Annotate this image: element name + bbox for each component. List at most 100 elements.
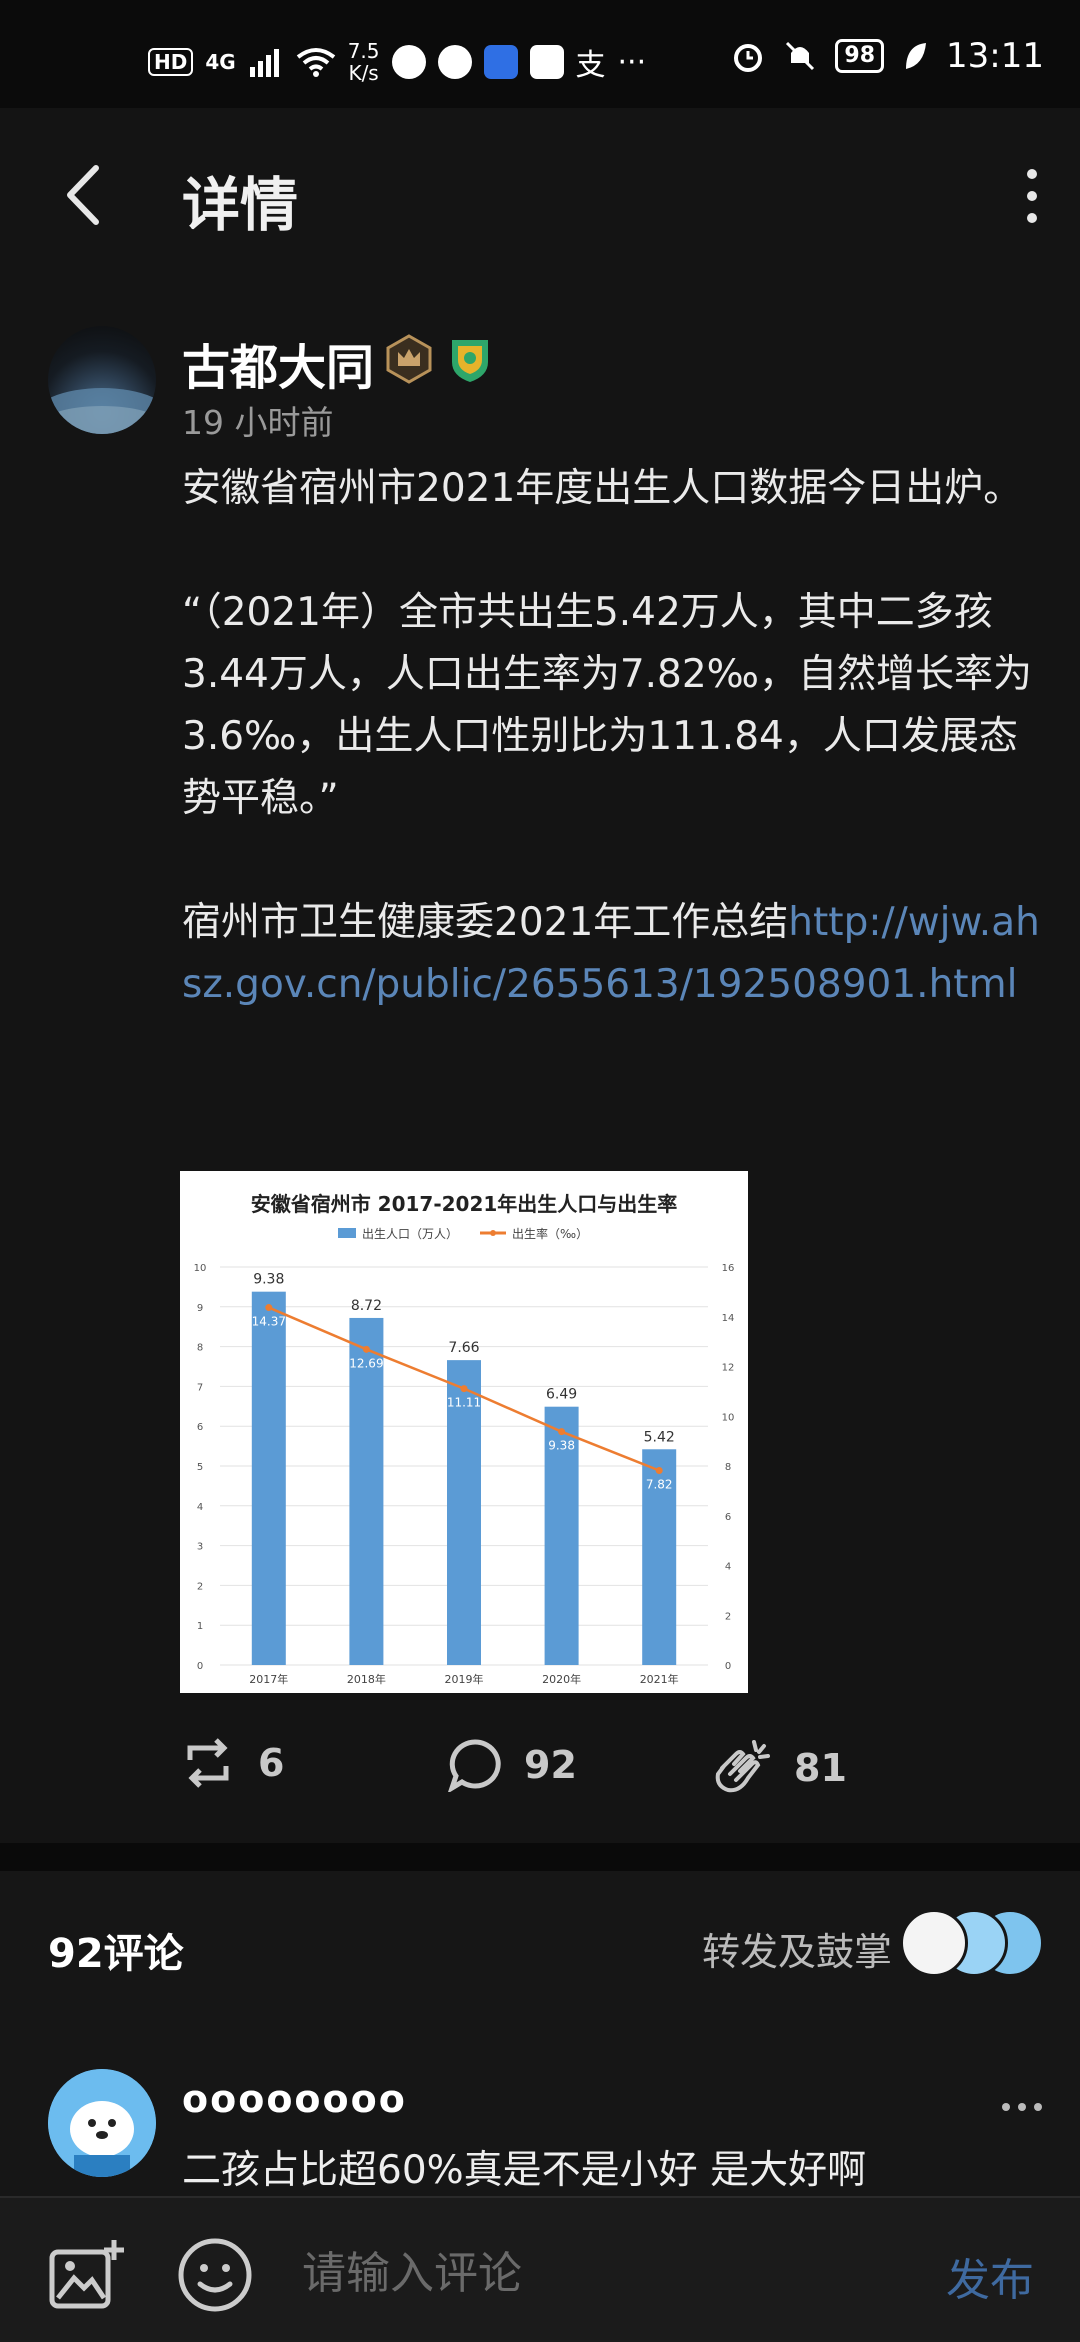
clapper-avatar bbox=[900, 1909, 968, 1977]
y-left-tick-label: 3 bbox=[197, 1542, 203, 1553]
y-right-tick-label: 10 bbox=[722, 1412, 735, 1423]
y-left-tick-label: 7 bbox=[197, 1382, 203, 1393]
bar-value-label: 7.66 bbox=[448, 1340, 479, 1356]
comments-count-label[interactable]: 92评论 bbox=[48, 1931, 184, 1977]
post-content: 安徽省宿州市2021年度出生人口数据今日出炉。 “（2021年）全市共出生5.4… bbox=[182, 458, 1042, 1078]
bar-value-label: 8.72 bbox=[351, 1298, 382, 1314]
x-tick-label: 2020年 bbox=[542, 1672, 581, 1686]
y-left-tick-label: 10 bbox=[194, 1263, 207, 1274]
alarm-icon bbox=[734, 44, 763, 72]
bar-value-label: 6.49 bbox=[546, 1387, 577, 1403]
clapper-avatars[interactable] bbox=[900, 1909, 1044, 1979]
wifi-icon bbox=[296, 48, 335, 77]
y-left-tick-label: 1 bbox=[197, 1621, 203, 1632]
repost-action[interactable]: 6 bbox=[180, 1738, 284, 1788]
y-right-tick-label: 6 bbox=[725, 1512, 731, 1523]
signal-icon bbox=[249, 49, 279, 77]
post-paragraph: “（2021年）全市共出生5.42万人，其中二多孩3.44万人，人口出生率为7.… bbox=[182, 590, 1033, 821]
source-link[interactable]: http://wjw.ahsz.gov.cn/public/2655613/19… bbox=[182, 900, 1040, 1007]
section-divider bbox=[0, 1843, 1080, 1871]
image-add-icon[interactable] bbox=[48, 2238, 126, 2310]
network-type: 4G bbox=[205, 50, 236, 74]
commenter-avatar[interactable] bbox=[48, 2069, 156, 2177]
send-button[interactable]: 发布 bbox=[946, 2255, 1034, 2306]
more-notifications: ··· bbox=[617, 44, 647, 80]
k-app-notification-icon bbox=[529, 45, 564, 79]
rate-point bbox=[265, 1304, 273, 1312]
legend-entry-rate: 出生率（‰） bbox=[512, 1226, 588, 1241]
status-right: 98 13:11 bbox=[731, 36, 1044, 76]
y-right-tick-label: 0 bbox=[725, 1661, 731, 1672]
post-actions: 6 92 81 bbox=[180, 1738, 1040, 1818]
comment-count: 92 bbox=[524, 1743, 577, 1787]
back-arrow-icon[interactable] bbox=[56, 160, 112, 230]
post-time: 19 小时前 bbox=[182, 403, 334, 442]
repost-count: 6 bbox=[258, 1741, 285, 1785]
lightbulb-notification-icon bbox=[483, 45, 518, 79]
comment-input-bar: 发布 bbox=[0, 2196, 1080, 2342]
more-horizontal-icon[interactable] bbox=[1000, 2101, 1044, 2113]
legend-entry-births: 出生人口（万人） bbox=[362, 1227, 458, 1241]
post-source: 宿州市卫生健康委2021年工作总结http://wjw.ahsz.gov.cn/… bbox=[182, 892, 1042, 1016]
rate-point bbox=[558, 1428, 566, 1436]
y-right-tick-label: 14 bbox=[722, 1313, 735, 1324]
hd-icon: HD bbox=[148, 48, 194, 76]
network-speed: 7.5 K/s bbox=[348, 40, 380, 84]
chart-bar bbox=[544, 1406, 579, 1665]
rate-point bbox=[655, 1466, 663, 1474]
browser-notification-icon bbox=[437, 45, 472, 79]
comment-text: 二孩占比超60%真是不是小好 是大好啊 bbox=[182, 2148, 867, 2193]
clap-action[interactable]: 81 bbox=[710, 1738, 847, 1798]
more-vertical-icon[interactable] bbox=[1020, 166, 1044, 226]
comment-input[interactable] bbox=[300, 2232, 904, 2314]
post-chart-image[interactable]: 安徽省宿州市 2017-2021年出生人口与出生率出生人口（万人） 出生率（‰） 0… bbox=[180, 1171, 748, 1693]
repost-clap-tab[interactable]: 转发及鼓掌 bbox=[701, 1930, 892, 1974]
author-name[interactable]: 古都大同 bbox=[182, 340, 375, 396]
app-notification-icon bbox=[391, 45, 426, 79]
mute-icon bbox=[786, 41, 815, 71]
y-right-tick-label: 2 bbox=[725, 1611, 731, 1622]
crown-badge-icon bbox=[386, 334, 432, 384]
comments-header: 92评论 转发及鼓掌 bbox=[0, 1871, 1080, 2023]
emoji-icon[interactable] bbox=[176, 2236, 254, 2314]
y-left-tick-label: 9 bbox=[197, 1303, 203, 1314]
y-left-tick-label: 0 bbox=[197, 1661, 203, 1672]
speed-unit: K/s bbox=[348, 61, 379, 85]
chart-bar bbox=[642, 1449, 677, 1665]
clap-count: 81 bbox=[794, 1746, 847, 1790]
bar-value-label: 5.42 bbox=[644, 1429, 675, 1445]
y-left-tick-label: 4 bbox=[197, 1502, 203, 1513]
comment-bubble-icon bbox=[448, 1739, 501, 1792]
legend-line-marker bbox=[490, 1230, 496, 1236]
source-text: 宿州市卫生健康委2021年工作总结 bbox=[182, 900, 789, 945]
app-bar: 详情 bbox=[0, 108, 1080, 278]
x-tick-label: 2017年 bbox=[249, 1672, 288, 1686]
post-card: 古都大同 19 小时前 安徽省宿州市2021年度出生人口数据今日出炉。 “（20… bbox=[0, 278, 1080, 1843]
y-right-tick-label: 8 bbox=[725, 1462, 731, 1473]
chart-title: 安徽省宿州市 2017-2021年出生人口与出生率 bbox=[251, 1192, 678, 1216]
status-bar: HD 4G 7.5 K/s 支 ··· 98 bbox=[0, 0, 1080, 108]
rate-value-label: 7.82 bbox=[646, 1477, 673, 1491]
speed-value: 7.5 bbox=[347, 39, 380, 63]
bar-value-label: 9.38 bbox=[253, 1272, 284, 1288]
x-tick-label: 2018年 bbox=[347, 1672, 386, 1686]
y-left-tick-label: 6 bbox=[197, 1422, 203, 1433]
rate-point bbox=[460, 1385, 468, 1393]
commenter-name[interactable]: oooooooo bbox=[182, 2077, 407, 2121]
rate-value-label: 11.11 bbox=[447, 1396, 481, 1410]
clap-icon bbox=[715, 1740, 770, 1793]
rate-value-label: 12.69 bbox=[349, 1356, 383, 1370]
chart-bar bbox=[349, 1317, 384, 1665]
comment-item: oooooooo 二孩占比超60%真是不是小好 是大好啊 bbox=[0, 2021, 1080, 2201]
clock: 13:11 bbox=[946, 36, 1044, 76]
y-right-tick-label: 16 bbox=[722, 1263, 735, 1274]
y-right-tick-label: 4 bbox=[725, 1562, 731, 1573]
author-avatar[interactable] bbox=[48, 326, 156, 434]
comment-action[interactable]: 92 bbox=[448, 1738, 577, 1792]
rate-value-label: 14.37 bbox=[252, 1315, 286, 1329]
chart-bar bbox=[447, 1360, 481, 1665]
page-title: 详情 bbox=[182, 171, 299, 239]
y-left-tick-label: 2 bbox=[197, 1581, 203, 1592]
post-paragraph: 安徽省宿州市2021年度出生人口数据今日出炉。 bbox=[182, 466, 1023, 511]
